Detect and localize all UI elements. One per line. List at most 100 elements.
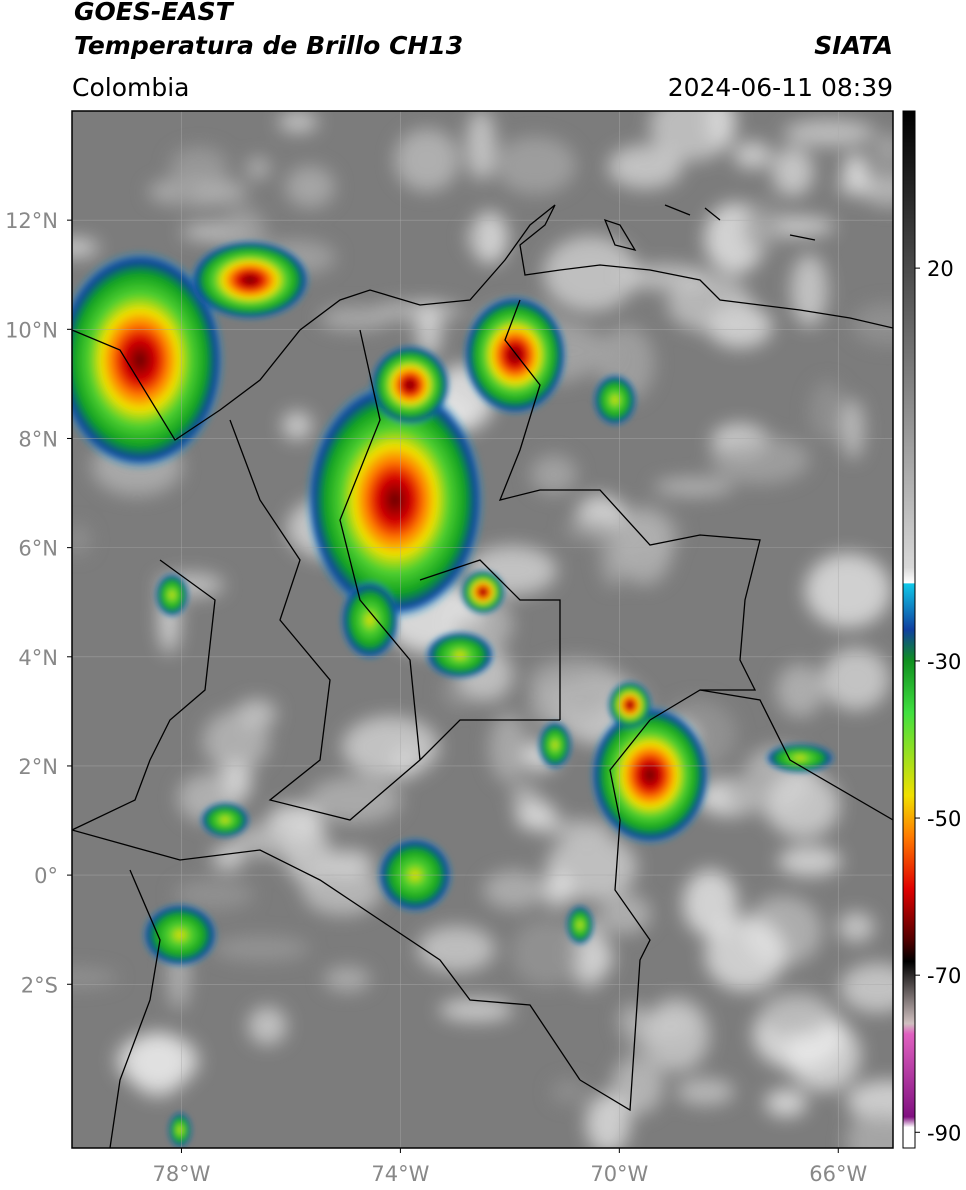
y-tick-label: 2°N	[18, 755, 58, 779]
cloud	[777, 846, 842, 877]
border-brazil-venezuela	[699, 689, 893, 821]
cloud	[551, 1079, 587, 1104]
border-south	[72, 829, 581, 1081]
border-venezuela	[498, 299, 761, 721]
cloud	[127, 1031, 188, 1098]
cloud	[804, 553, 892, 628]
cloud	[72, 524, 91, 555]
cloud	[564, 518, 621, 541]
cloud	[510, 783, 539, 810]
cloud	[211, 935, 310, 962]
cloud	[585, 1093, 631, 1148]
ticks: 78°W 74°W 70°W 66°W 12°N 10°N 8°N 6°N 4°N 2°N 0° 2°…	[5, 209, 961, 1186]
cloud	[72, 968, 119, 988]
cloud	[643, 997, 710, 1073]
subtitle: Temperatura de Brillo CH13	[74, 31, 463, 60]
cloud	[809, 381, 847, 441]
cloud	[786, 1017, 861, 1092]
x-tick-label: 66°W	[809, 1162, 867, 1186]
x-tick-label: 70°W	[590, 1162, 648, 1186]
cloud	[607, 144, 683, 189]
border-ecuador-peru	[109, 869, 161, 1148]
cloud	[417, 925, 496, 973]
colorbar-tick-label: -30	[927, 650, 961, 674]
cloud	[324, 966, 371, 992]
colorbar-tick-label: -50	[927, 807, 961, 831]
region: Colombia	[72, 73, 189, 102]
x-tick-label: 78°W	[152, 1162, 210, 1186]
cloud	[319, 306, 391, 331]
cloud	[617, 1003, 648, 1039]
cloud	[861, 171, 893, 207]
source: SIATA	[814, 31, 893, 60]
cloud	[391, 745, 417, 780]
y-tick-label: 12°N	[5, 209, 58, 233]
cloud	[783, 119, 876, 147]
cloud	[170, 146, 229, 186]
cloud	[874, 132, 893, 168]
cloud	[758, 990, 833, 1037]
cloud	[771, 146, 814, 197]
colorbar-tick-label: 20	[927, 257, 954, 281]
cloud	[302, 866, 383, 916]
cloud	[790, 253, 828, 327]
cloud	[246, 157, 270, 179]
cloud	[202, 710, 270, 772]
cloud	[764, 1089, 808, 1117]
cloud	[511, 919, 582, 987]
cloud	[307, 776, 402, 824]
cloud	[840, 962, 893, 1013]
cloud	[538, 819, 614, 839]
cloud	[465, 227, 491, 248]
pacific-coast	[72, 559, 216, 831]
cloud	[851, 303, 893, 345]
cloud	[776, 663, 825, 718]
cloud	[710, 435, 810, 485]
cloud	[706, 111, 736, 148]
y-tick-label: 4°N	[18, 646, 58, 670]
cloud	[489, 712, 528, 783]
cloud	[173, 878, 254, 910]
cloud	[169, 183, 198, 205]
y-tick-label: 6°N	[18, 537, 58, 561]
cloud	[72, 239, 99, 257]
cloud	[704, 917, 786, 992]
cloud	[320, 849, 374, 877]
cloud	[837, 177, 873, 196]
cloud	[667, 274, 753, 332]
cloud	[248, 1006, 287, 1045]
cloud	[842, 153, 869, 186]
cloud	[494, 136, 577, 195]
colorbar	[902, 110, 916, 1149]
cloud	[841, 398, 864, 460]
cloud	[341, 715, 440, 779]
cloud	[542, 871, 573, 908]
y-tick-label: 0°	[34, 864, 58, 888]
cloud	[676, 1078, 735, 1106]
colorbar-tick-label: -70	[927, 964, 961, 988]
cloud	[618, 264, 711, 290]
x-tick-label: 74°W	[371, 1162, 429, 1186]
timestamp: 2024-06-11 08:39	[668, 73, 893, 102]
cloud	[438, 998, 514, 1022]
border-brazil	[579, 719, 651, 1112]
cloud	[543, 235, 638, 312]
cloud	[599, 893, 652, 935]
cloud	[232, 823, 314, 858]
internal-borders	[229, 329, 561, 821]
cloud	[561, 690, 617, 709]
cloud	[285, 165, 335, 208]
title: GOES-EAST	[74, 0, 235, 26]
cloud	[682, 869, 738, 937]
cloud	[611, 1056, 664, 1115]
colorbar-tick-label: -90	[927, 1121, 961, 1145]
cloud	[530, 454, 578, 495]
cloud	[742, 198, 782, 255]
cloud	[822, 647, 890, 711]
map-frame	[71, 110, 894, 1149]
y-tick-label: 8°N	[18, 427, 58, 451]
cloud	[466, 111, 496, 181]
cloud	[394, 128, 460, 192]
cloud	[733, 141, 772, 169]
